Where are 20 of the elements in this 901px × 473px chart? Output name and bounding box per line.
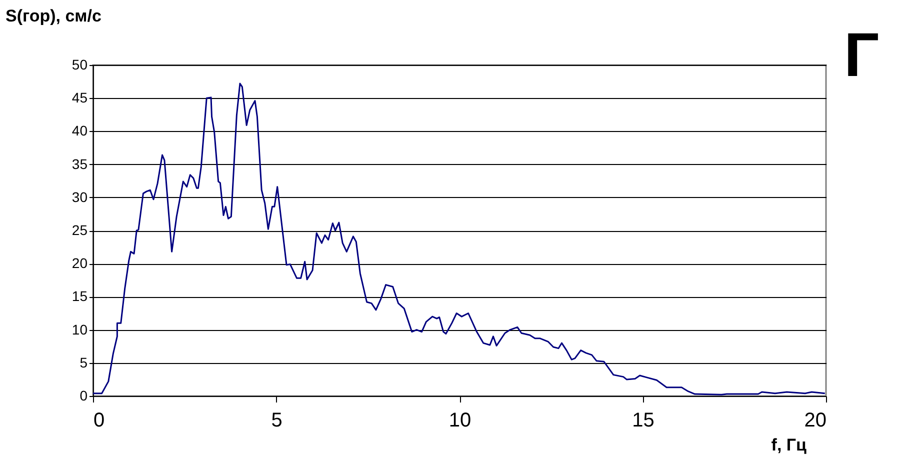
text: Г: [844, 21, 880, 90]
y-tick-label: 45: [72, 90, 88, 106]
y-tick-label: 20: [72, 255, 88, 272]
y-axis-title: S(гор), см/с: [6, 6, 102, 26]
y-tick-label: 30: [72, 188, 88, 205]
x-tick-label: 10: [448, 410, 472, 432]
y-tick-label: 10: [72, 321, 88, 338]
x-tick-label: 20: [804, 410, 826, 432]
y-tick-label: 40: [72, 122, 88, 139]
line-series: [92, 82, 826, 396]
x-tick-label: 0: [94, 410, 105, 432]
x-tick-label: 5: [271, 410, 282, 432]
x-tick-label: 15: [632, 410, 654, 432]
x-axis-title: f, Гц: [771, 436, 808, 454]
y-tick-label: 25: [72, 222, 88, 238]
y-tick-label: 5: [80, 354, 88, 370]
y-tick-label: 0: [80, 388, 88, 404]
y-tick-label: 15: [72, 288, 88, 304]
y-tick-label: 35: [72, 156, 88, 172]
y-tick-label: 50: [72, 56, 88, 72]
